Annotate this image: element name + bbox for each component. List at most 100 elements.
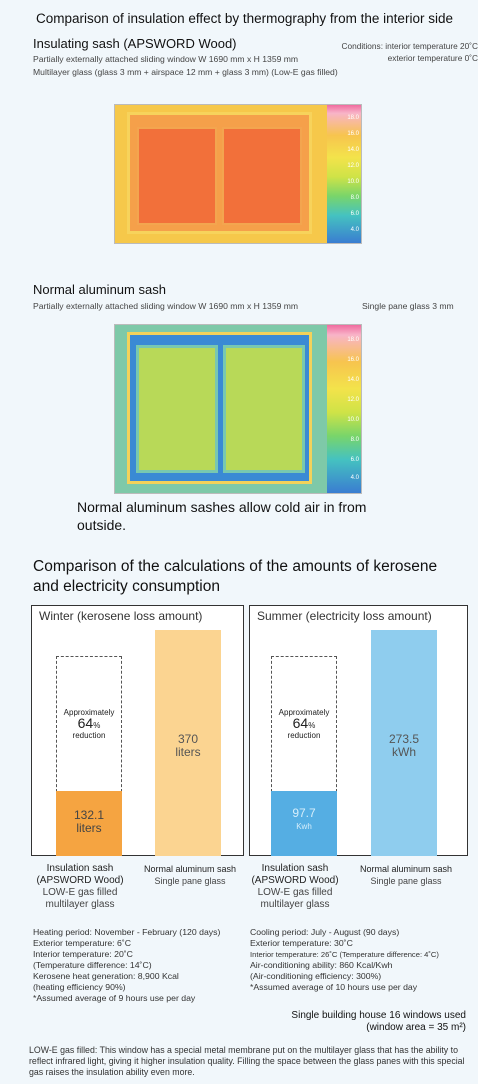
summer-panel: Summer (electricity loss amount) Approxi…	[249, 605, 468, 856]
legend-line: Normal aluminum sash	[359, 864, 453, 874]
legend-line: (APSWORD Wood)	[36, 875, 124, 886]
scale2-tick: 18.0	[347, 337, 359, 343]
normal-right-pane	[223, 345, 305, 473]
summer-bar-insulation: 97.7 Kwh	[271, 791, 337, 856]
conditions-line1: Conditions: interior temperature 20˚C	[341, 41, 478, 51]
info-line: *Assumed average of 10 hours use per day	[250, 982, 418, 992]
bar-value: 132.1	[73, 808, 105, 822]
sash1-desc1: Partially externally attached sliding wi…	[33, 54, 299, 64]
scale1-tick: 16.0	[347, 131, 359, 137]
info-line: Heating period: November - February (120…	[33, 927, 221, 937]
approx-unit: %	[93, 721, 101, 730]
legend-line: (APSWORD Wood)	[251, 875, 339, 886]
summer-bar-insulation-label: 97.7 Kwh	[271, 807, 337, 833]
winter-reduction-outline	[56, 656, 122, 792]
insulating-left-pane	[137, 127, 217, 225]
scale1-tick: 14.0	[347, 147, 359, 153]
temperature-scale-2: 18.0 16.0 14.0 12.0 10.0 8.0 6.0 4.0	[327, 325, 361, 493]
summer-title: Summer (electricity loss amount)	[257, 609, 432, 623]
comparison-title: Comparison of the calculations of the am…	[33, 558, 438, 595]
summer-bar-normal: 273.5 kWh	[371, 630, 437, 856]
approx-suffix: reduction	[287, 731, 321, 740]
winter-legend-normal: Normal aluminum sash Single pane glass	[140, 863, 240, 887]
approx-value: 64	[292, 715, 309, 731]
info-line: Air-conditioning ability: 860 Kcal/Kwh	[250, 960, 393, 970]
bar-value: 273.5	[388, 732, 420, 746]
legend-line: LOW-E gas filled	[42, 887, 118, 898]
approx-label: Approximately	[278, 708, 330, 717]
winter-bar-insulation-label: 132.1 liters	[56, 809, 122, 835]
sash1-title: Insulating sash (APSWORD Wood)	[33, 36, 237, 51]
scale2-tick: 12.0	[347, 397, 359, 403]
bar-value: 370	[177, 732, 199, 746]
temperature-scale-1: 18.0 16.0 14.0 12.0 10.0 8.0 6.0 4.0	[327, 105, 361, 243]
scale1-tick: 10.0	[347, 179, 359, 185]
summer-legend-normal: Normal aluminum sash Single pane glass	[356, 863, 456, 887]
scale1-tick: 8.0	[350, 195, 359, 201]
winter-bar-insulation: 132.1 liters	[56, 791, 122, 856]
insulating-window-frame	[127, 112, 312, 234]
footnote: LOW-E gas filled: This window has a spec…	[29, 1045, 465, 1077]
summer-reduction-outline	[271, 656, 337, 792]
info-line: Exterior temperature: 30˚C	[250, 938, 353, 948]
sash2-desc1: Partially externally attached sliding wi…	[33, 301, 299, 311]
summer-bar-normal-label: 273.5 kWh	[371, 733, 437, 759]
summer-legend-insulation: Insulation sash (APSWORD Wood) LOW-E gas…	[251, 863, 339, 911]
house-condition: Single building house 16 windows used (w…	[256, 1010, 466, 1034]
bar-unit: liters	[175, 745, 201, 759]
scale1-tick: 18.0	[347, 115, 359, 121]
bar-unit: kWh	[392, 745, 416, 759]
house-line: (window area = 35 m²)	[366, 1022, 466, 1033]
legend-line: Normal aluminum sash	[143, 864, 237, 874]
approx-value: 64	[77, 715, 94, 731]
page-title: Comparison of insulation effect by therm…	[36, 11, 453, 26]
legend-line: multilayer glass	[45, 899, 115, 910]
bar-unit: Kwh	[296, 822, 312, 831]
scale1-tick: 4.0	[350, 227, 359, 233]
scale2-tick: 10.0	[347, 417, 359, 423]
scale2-tick: 14.0	[347, 377, 359, 383]
scale2-tick: 16.0	[347, 357, 359, 363]
approx-unit: %	[308, 721, 316, 730]
winter-title: Winter (kerosene loss amount)	[39, 609, 203, 623]
sash2-title: Normal aluminum sash	[33, 282, 166, 297]
normal-window-frame	[127, 332, 312, 484]
winter-bar-normal: 370 liters	[155, 630, 221, 856]
legend-line: LOW-E gas filled	[257, 887, 333, 898]
scale2-tick: 8.0	[350, 437, 359, 443]
info-line: Interior temperature: 26˚C (Temperature …	[250, 950, 439, 959]
info-line: Interior temperature: 20˚C	[33, 949, 133, 959]
winter-bar-normal-label: 370 liters	[155, 733, 221, 759]
conditions: Conditions: interior temperature 20˚C ex…	[341, 40, 478, 64]
scale1-tick: 12.0	[347, 163, 359, 169]
approx-label: Approximately	[63, 708, 115, 717]
legend-line: Insulation sash	[46, 863, 114, 874]
winter-reduction-label: Approximately 64% reduction	[56, 708, 122, 741]
info-line: Exterior temperature: 6˚C	[33, 938, 132, 948]
info-line: (Air-conditioning efficiency: 300%)	[250, 971, 382, 981]
insulating-right-pane	[222, 127, 302, 225]
scale1-tick: 6.0	[350, 211, 359, 217]
summer-reduction-label: Approximately 64% reduction	[271, 708, 337, 741]
scale2-tick: 6.0	[350, 457, 359, 463]
thermogram-insulating-sash: 18.0 16.0 14.0 12.0 10.0 8.0 6.0 4.0	[114, 104, 362, 244]
scale2-tick: 4.0	[350, 475, 359, 481]
approx-suffix: reduction	[72, 731, 106, 740]
thermogram-normal-sash: 18.0 16.0 14.0 12.0 10.0 8.0 6.0 4.0	[114, 324, 362, 494]
winter-panel: Winter (kerosene loss amount) Approximat…	[31, 605, 244, 856]
legend-line: Single pane glass	[370, 876, 442, 886]
info-line: (Temperature difference: 14˚C)	[33, 960, 152, 970]
sash2-desc2: Single pane glass 3 mm	[362, 301, 454, 311]
info-line: *Assumed average of 9 hours use per day	[33, 993, 196, 1003]
house-line: Single building house 16 windows used	[291, 1010, 466, 1021]
bar-value: 97.7	[292, 806, 316, 820]
summer-info: Cooling period: July - August (90 days) …	[250, 927, 472, 993]
winter-legend-insulation: Insulation sash (APSWORD Wood) LOW-E gas…	[36, 863, 124, 911]
info-line: (heating efficiency 90%)	[33, 982, 126, 992]
sash1-desc2: Multilayer glass (glass 3 mm + airspace …	[33, 67, 338, 77]
legend-line: Insulation sash	[261, 863, 329, 874]
legend-line: multilayer glass	[260, 899, 330, 910]
note-cold-air: Normal aluminum sashes allow cold air in…	[77, 499, 367, 533]
conditions-line2: exterior temperature 0˚C	[387, 53, 478, 63]
winter-info: Heating period: November - February (120…	[33, 927, 243, 1004]
